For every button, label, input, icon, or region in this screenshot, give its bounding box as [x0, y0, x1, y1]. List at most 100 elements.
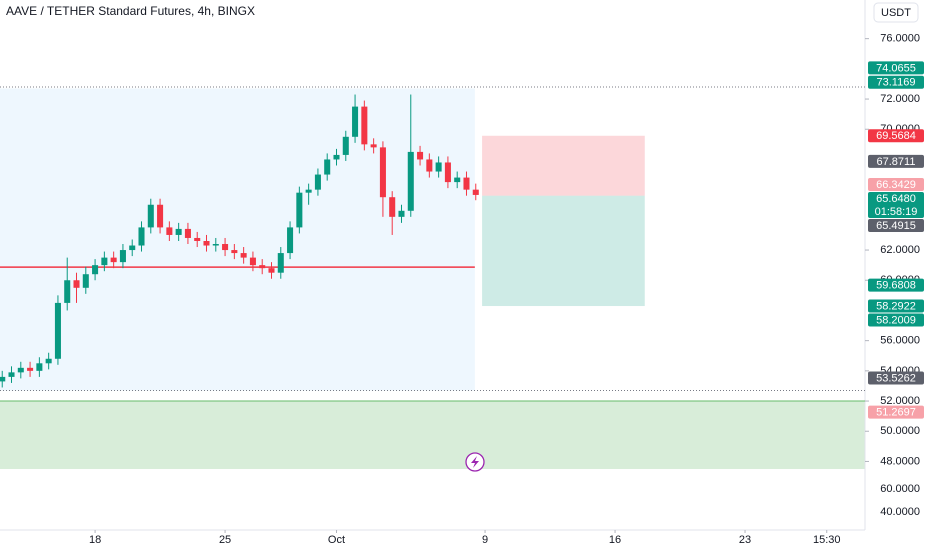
candle-body [249, 257, 256, 266]
y-tick-label: 50.0000 [880, 425, 920, 437]
candle-body [101, 257, 108, 266]
price-badge [868, 405, 924, 419]
price-badge [868, 61, 924, 75]
candle-body [73, 280, 80, 288]
alert-icon-bolt [471, 456, 479, 468]
candle-body [407, 151, 414, 211]
candle-body [324, 159, 331, 175]
candle-body [240, 253, 247, 258]
candle-body [129, 245, 136, 251]
candle-body [157, 204, 164, 228]
target-zone [482, 195, 645, 307]
candle-body [203, 240, 210, 246]
price-badge [868, 313, 924, 327]
currency-button[interactable] [873, 2, 919, 23]
y-tick-label: 52.0000 [880, 395, 920, 407]
x-tick-label: 23 [739, 534, 751, 546]
candle-body [472, 189, 479, 195]
candle-body [444, 162, 451, 183]
candle-body [268, 268, 275, 273]
candle-body [8, 372, 15, 377]
candle-body [342, 136, 349, 155]
candle-body [45, 358, 52, 364]
price-badge [868, 278, 924, 292]
candle-body [352, 106, 359, 137]
candle-body [119, 250, 126, 263]
x-tick-label: 15:30 [813, 534, 841, 546]
candle-body [435, 162, 442, 172]
price-badge-label: 58.2009 [876, 314, 916, 326]
candle-body [454, 177, 461, 183]
price-badge-label: 65.6480 [876, 193, 916, 205]
price-badge-label: 69.5684 [876, 130, 916, 142]
candle-body [426, 159, 433, 172]
range-box [0, 88, 475, 391]
candle-body [305, 189, 312, 193]
price-badge [868, 371, 924, 385]
y-tick-label: 56.0000 [880, 335, 920, 347]
price-badge-label: 73.1169 [877, 77, 916, 89]
candle-body [175, 228, 182, 235]
y-tick-label: 48.0000 [880, 455, 920, 467]
price-badge [868, 218, 924, 232]
price-badge [868, 129, 924, 143]
candle-body [417, 151, 424, 160]
candle-body [277, 253, 284, 273]
extra-axis-label: 40.0000 [880, 506, 920, 518]
demand-zone [0, 401, 865, 469]
candle-body [231, 250, 238, 254]
price-badge-label: 51.2697 [876, 406, 916, 418]
candle-body [463, 177, 470, 190]
candle-body [184, 228, 191, 238]
price-badge-label: 59.6808 [876, 279, 916, 291]
price-badge-label: 58.2922 [876, 300, 916, 312]
price-badge-label: 66.3429 [876, 179, 916, 191]
price-badge-label: 74.0655 [876, 62, 916, 74]
candle-body [166, 227, 173, 235]
price-badge [868, 191, 924, 218]
candle-body [333, 154, 340, 160]
price-badge [868, 154, 924, 168]
candle-body [212, 244, 219, 246]
chart-title: AAVE / TETHER Standard Futures, 4h, BING… [6, 4, 255, 18]
countdown-label: 01:58:19 [875, 206, 918, 218]
candle-body [370, 144, 377, 148]
y-tick-label: 72.0000 [880, 93, 920, 105]
price-badge-label: 67.8711 [877, 156, 916, 168]
extra-axis-label: 60.0000 [880, 483, 920, 495]
candle-body [259, 265, 266, 269]
candle-body [92, 265, 99, 275]
candle-body [36, 363, 43, 371]
y-tick-label: 62.0000 [880, 244, 920, 256]
candle-body [147, 204, 154, 228]
stop-zone [482, 135, 645, 196]
x-tick-label: 16 [609, 534, 621, 546]
candle-body [194, 237, 201, 241]
x-tick-label: 25 [219, 534, 231, 546]
price-badge [868, 177, 924, 191]
price-badge-label: 53.5262 [876, 372, 916, 384]
candle-body [222, 244, 229, 251]
candle-body [314, 174, 321, 190]
price-axis-bg [865, 0, 932, 550]
price-badge [868, 299, 924, 313]
currency-label[interactable]: USDT [881, 7, 911, 19]
candle-body [398, 210, 405, 217]
candle-body [27, 367, 34, 371]
x-tick-label: 9 [482, 534, 488, 546]
y-tick-label: 76.0000 [880, 33, 920, 45]
candle-body [138, 227, 145, 246]
candle-body [389, 197, 396, 217]
candle-body [0, 376, 6, 382]
candle-body [17, 367, 24, 373]
candle-body [64, 280, 71, 303]
candle-body [361, 106, 368, 145]
candle-body [379, 147, 386, 198]
candle-body [287, 227, 294, 254]
price-badge-label: 65.4915 [876, 220, 916, 232]
price-badge [868, 75, 924, 89]
candle-body [110, 257, 117, 263]
x-tick-label: 18 [89, 534, 101, 546]
